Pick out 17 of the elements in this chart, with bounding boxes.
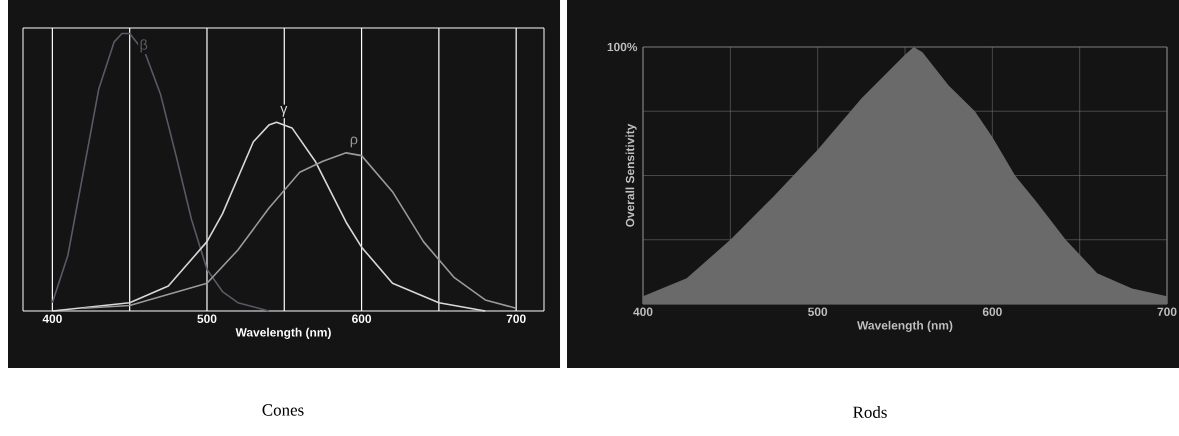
series-label: β [140,39,148,53]
x-axis-title: Wavelength (nm) [235,327,331,340]
text: Cones [262,404,304,416]
x-tick-label: 700 [506,314,526,323]
x-tick-label: 600 [352,314,372,323]
text: 100% [607,42,638,52]
x-tick-label: 400 [633,307,653,316]
x-tick-label: 600 [982,307,1002,316]
x-axis-title: Wavelength (nm) [857,320,953,333]
series-label: ρ [350,136,358,148]
y-axis-title: Overall Sensitivity [625,123,637,227]
text: Rods [853,406,887,418]
x-tick-label: 500 [197,314,217,323]
series-label: γ [280,106,288,117]
x-tick-label: 400 [42,314,62,323]
x-tick-label: 700 [1157,307,1177,316]
x-tick-label: 500 [808,307,828,316]
